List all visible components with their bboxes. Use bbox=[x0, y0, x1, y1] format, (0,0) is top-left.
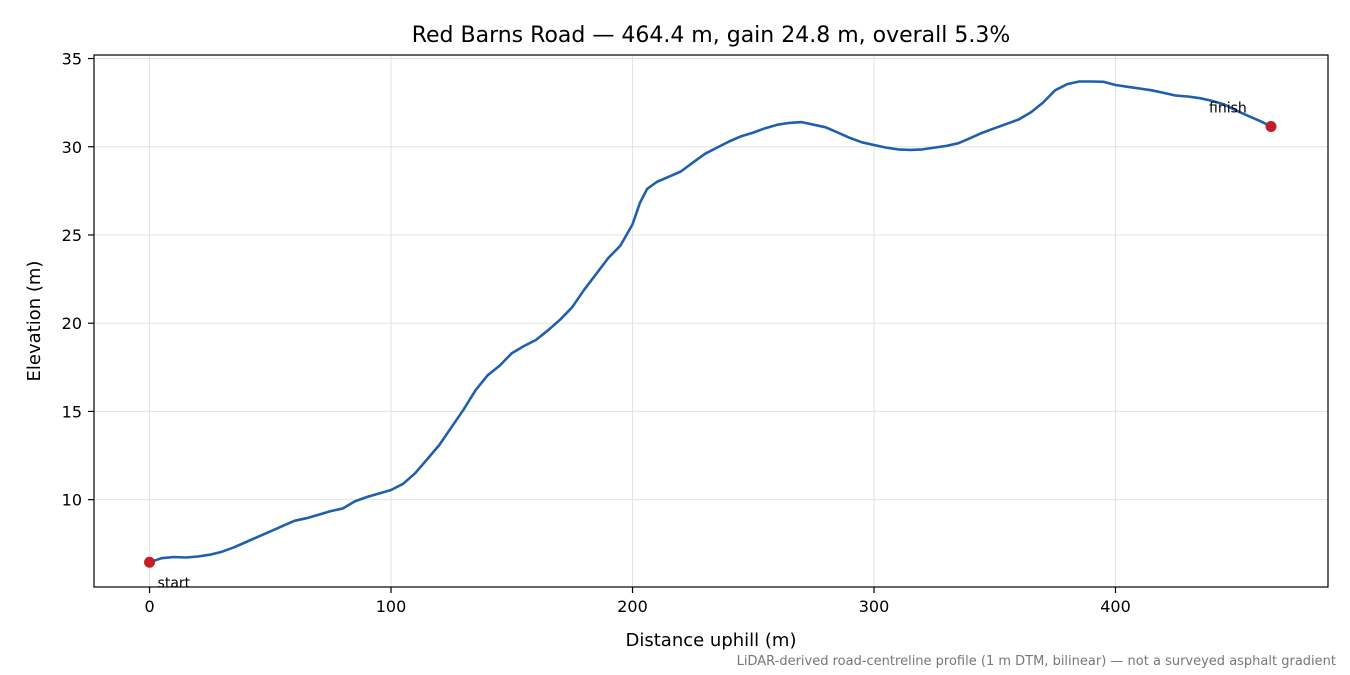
finish-label: finish bbox=[1209, 100, 1247, 116]
y-tick-label: 10 bbox=[62, 491, 82, 510]
x-tick-label: 100 bbox=[376, 597, 407, 616]
grid-lines bbox=[94, 55, 1328, 587]
plot-area-frame bbox=[93, 54, 1329, 588]
start-label: start bbox=[158, 575, 191, 591]
annotations-layer: start finish bbox=[144, 100, 1277, 591]
x-tick-label: 300 bbox=[859, 597, 890, 616]
y-axis-label: Elevation (m) bbox=[24, 261, 45, 382]
series-layer bbox=[148, 80, 1273, 564]
chart-title: Red Barns Road — 464.4 m, gain 24.8 m, o… bbox=[412, 23, 1011, 48]
y-tick-label: 15 bbox=[62, 402, 82, 421]
elevation-line bbox=[148, 80, 1273, 564]
y-tick-label: 20 bbox=[62, 314, 82, 333]
chart-caption: LiDAR-derived road-centreline profile (1… bbox=[737, 654, 1336, 669]
finish-marker bbox=[1265, 120, 1277, 132]
x-axis-label: Distance uphill (m) bbox=[626, 630, 797, 651]
y-tick-label: 25 bbox=[62, 226, 82, 245]
x-tick-label: 200 bbox=[617, 597, 648, 616]
y-tick-label: 35 bbox=[62, 50, 82, 69]
y-tick-label: 30 bbox=[62, 138, 82, 157]
axis-ticks: 0 100 200 300 400 10 15 20 25 30 35 bbox=[62, 50, 1131, 616]
x-tick-label: 0 bbox=[144, 597, 154, 616]
x-tick-label: 400 bbox=[1100, 597, 1131, 616]
start-marker bbox=[144, 556, 156, 568]
